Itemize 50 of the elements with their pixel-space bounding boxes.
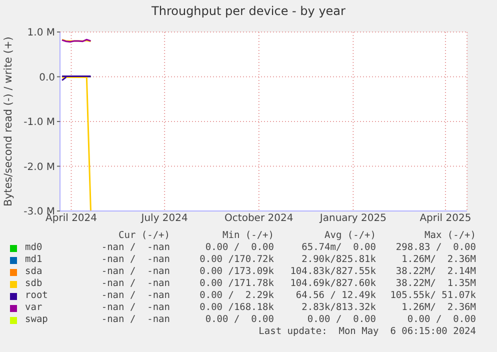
text: 0.00 / 0.00 [306, 314, 376, 326]
text: 298.83 / 0.00 [394, 242, 476, 254]
legend-label: sda [25, 266, 42, 278]
x-tick-label: January 2025 [318, 213, 386, 224]
text: 1.26M/ 2.36M [400, 302, 476, 314]
text: 104.83k/827.55k [289, 266, 376, 278]
y-tick-label: -1.0 M [24, 117, 55, 128]
text: 105.55k/ 51.07k [389, 290, 476, 302]
text: 0.00 / 2.29k [198, 290, 274, 302]
text: Avg (-/+) [324, 230, 376, 242]
text: Cur (-/+) [118, 230, 170, 242]
text: -nan / -nan [100, 302, 170, 314]
text: 0.00 /173.09k [198, 266, 274, 278]
chart-title: Throughput per device - by year [150, 4, 346, 18]
legend-label: var [25, 302, 42, 314]
text: Min (-/+) [222, 230, 274, 242]
legend-label: swap [25, 314, 48, 326]
legend-label: root [25, 290, 48, 302]
text: -nan / -nan [100, 290, 170, 302]
text: -nan / -nan [100, 254, 170, 266]
text: 38.22M/ 1.35M [394, 278, 476, 290]
legend-label: md0 [25, 242, 42, 254]
text: 2.90k/825.81k [300, 254, 376, 266]
text: 0.00 /170.72k [198, 254, 274, 266]
x-tick-label: October 2024 [224, 213, 294, 224]
y-axis-title: Bytes/second read (-) / write (+) [2, 36, 15, 206]
text: -nan / -nan [100, 278, 170, 290]
text: 0.00 /168.18k [198, 302, 274, 314]
text: 38.22M/ 2.14M [394, 266, 476, 278]
x-tick-label: July 2024 [140, 213, 188, 224]
text: -nan / -nan [100, 314, 170, 326]
text: 0.00 / 0.00 [204, 242, 274, 254]
text: -nan / -nan [100, 266, 170, 278]
text: 1.26M/ 2.36M [400, 254, 476, 266]
x-tick-label: April 2025 [420, 213, 472, 224]
y-tick-label: -2.0 M [24, 162, 55, 173]
text: 0.00 / 0.00 [204, 314, 274, 326]
text: Last update: Mon May 6 06:15:00 2024 [258, 326, 476, 338]
y-tick-label: 1.0 M [27, 28, 55, 39]
text: Max (-/+) [424, 230, 476, 242]
legend-label: md1 [25, 254, 42, 266]
text: 104.69k/827.60k [289, 278, 376, 290]
text: -nan / -nan [100, 242, 170, 254]
legend-label: sdb [25, 278, 42, 290]
text: 0.00 / 0.00 [406, 314, 476, 326]
y-tick-label: 0.0 [39, 72, 55, 84]
text: 0.00 /171.78k [198, 278, 274, 290]
text: 65.74m/ 0.00 [300, 242, 376, 254]
text: 64.56 / 12.49k [294, 290, 376, 302]
text: 2.83k/813.32k [300, 302, 376, 314]
